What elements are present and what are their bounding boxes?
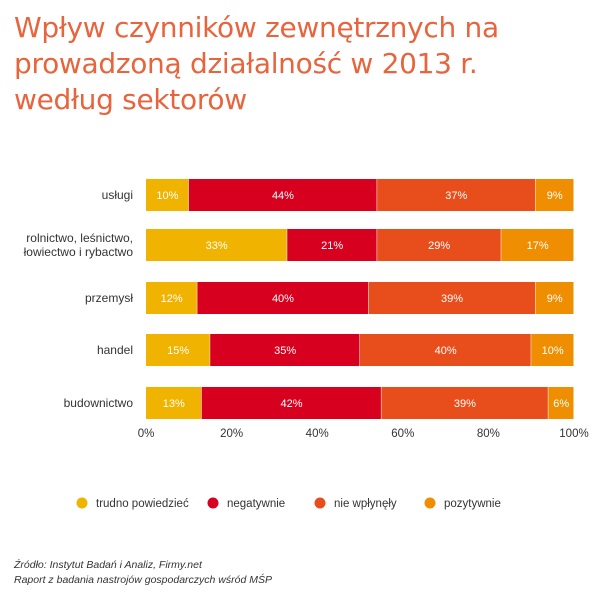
chart-title-line-3: według sektorów [14, 83, 247, 116]
x-tick-label: 60% [391, 428, 414, 440]
bar-segment-3-1 [210, 334, 360, 366]
x-tick-label: 100% [559, 428, 588, 440]
bar-segment-0-3 [535, 179, 574, 211]
x-tick-label: 20% [220, 428, 243, 440]
bar-segment-1-3 [501, 229, 574, 261]
bar-segment-4-0 [146, 387, 202, 419]
bar-segment-4-2 [381, 387, 549, 419]
bar-segment-4-1 [201, 387, 382, 419]
data-label: 17% [527, 240, 549, 252]
x-tick-label: 40% [306, 428, 329, 440]
bar-segment-3-0 [146, 334, 211, 366]
category-label: handel [97, 343, 133, 357]
legend-label: nie wpłynęły [334, 498, 397, 510]
category-label: budownictwo [64, 396, 134, 410]
category-label: usługi [102, 188, 133, 202]
data-label: 44% [272, 190, 294, 202]
legend-swatch [207, 497, 219, 509]
bar-segment-2-2 [368, 282, 536, 314]
source-line-1: Źródło: Instytut Badań i Analiz, Firmy.n… [14, 559, 202, 571]
legend-label: trudno powiedzieć [96, 498, 189, 510]
legend-swatch [314, 497, 326, 509]
legend-label: pozytywnie [444, 498, 501, 510]
data-label: 13% [163, 398, 185, 410]
data-label: 21% [321, 240, 343, 252]
legend-label: negatywnie [227, 498, 285, 510]
data-label: 33% [206, 240, 228, 252]
legend: trudno powiedzieć negatywnie nie wpłynęły p… [76, 497, 501, 510]
bar-segment-0-2 [377, 179, 536, 211]
category-label: rolnictwo, leśnictwo, [26, 231, 133, 245]
data-label: 39% [454, 398, 476, 410]
bar-segment-3-3 [531, 334, 574, 366]
data-label: 10% [156, 190, 178, 202]
data-label: 42% [281, 398, 303, 410]
source-line-2: Raport z badania nastrojów gospodarczych… [14, 574, 272, 586]
legend-swatch [76, 497, 88, 509]
bar-segment-1-2 [377, 229, 502, 261]
bar-segment-1-1 [287, 229, 378, 261]
x-tick-label: 0% [138, 428, 155, 440]
bar-segment-2-3 [535, 282, 574, 314]
data-label: 40% [435, 345, 457, 357]
chart-title-line-2: prowadzoną działalność w 2013 r. [14, 47, 478, 80]
data-label: 29% [428, 240, 450, 252]
data-label: 6% [553, 398, 569, 410]
source-note: Źródło: Instytut Badań i Analiz, Firmy.n… [14, 558, 272, 588]
data-label: 37% [445, 190, 467, 202]
legend-swatch [424, 497, 436, 509]
bar-segment-2-0 [146, 282, 198, 314]
data-label: 12% [161, 293, 183, 305]
bar-segment-0-1 [188, 179, 378, 211]
bar-segment-3-2 [360, 334, 532, 366]
data-label: 15% [167, 345, 189, 357]
data-label: 9% [547, 293, 563, 305]
category-label: łowiectwo i rybactwo [24, 245, 134, 259]
category-label: przemysł [85, 291, 133, 305]
bar-segment-1-0 [146, 229, 288, 261]
bar-segment-2-1 [197, 282, 369, 314]
data-label: 40% [272, 293, 294, 305]
bar-segment-0-0 [146, 179, 189, 211]
data-label: 39% [441, 293, 463, 305]
data-label: 9% [547, 190, 563, 202]
chart-title: Wpływ czynników zewnętrznych na prowadzo… [14, 10, 574, 118]
x-axis: 0% 20% 40% 60% 80% 100% [138, 428, 589, 440]
x-tick-label: 80% [477, 428, 500, 440]
bar-segment-4-3 [548, 387, 574, 419]
stacked-bar-chart: 10% 44% 37% 9% 33% 21% 29% 17% 12% 40% 39% 9% 15% 35%… [24, 179, 589, 510]
category-labels: usługi rolnictwo, leśnictwo,łowiectwo i r… [24, 188, 134, 410]
data-label: 10% [542, 345, 564, 357]
chart-title-line-1: Wpływ czynników zewnętrznych na [14, 11, 499, 44]
data-label: 35% [274, 345, 296, 357]
bars-layer: 10% 44% 37% 9% 33% 21% 29% 17% 12% 40% 39% 9% 15% 35%… [146, 179, 575, 419]
